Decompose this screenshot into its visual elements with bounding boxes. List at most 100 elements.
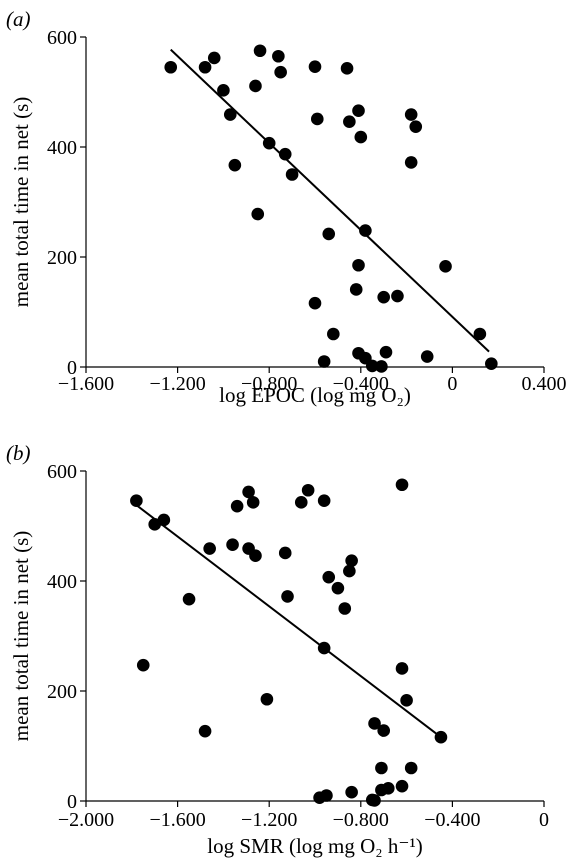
y-tick-label: 600	[47, 27, 77, 49]
data-point	[260, 692, 274, 706]
data-point	[320, 789, 333, 802]
data-point	[473, 327, 487, 341]
y-tick-label: 0	[67, 791, 77, 813]
data-point	[400, 694, 413, 707]
data-point	[301, 483, 315, 497]
data-point	[404, 108, 418, 121]
x-tick-label: −0.800	[333, 809, 389, 831]
data-point	[249, 549, 262, 562]
y-tick-label: 200	[47, 247, 77, 269]
x-tick-label: 0	[447, 373, 457, 395]
data-point	[230, 499, 244, 513]
data-point	[228, 158, 242, 172]
x-tick-label: −0.400	[424, 809, 480, 831]
data-point	[375, 761, 388, 775]
y-axis-label: mean total time in net (s)	[9, 531, 33, 742]
data-point	[375, 360, 388, 373]
regression-line	[170, 48, 490, 353]
data-point	[317, 494, 331, 508]
x-tick-label: 0.400	[522, 373, 567, 395]
data-point	[203, 542, 216, 555]
x-tick-label: −1.200	[149, 373, 205, 395]
data-point	[404, 156, 418, 169]
data-point	[136, 658, 150, 672]
data-point	[349, 283, 363, 296]
data-point	[338, 602, 352, 615]
data-point	[439, 260, 452, 273]
data-point	[198, 724, 212, 738]
data-point	[368, 717, 381, 730]
y-tick-label: 200	[47, 681, 77, 703]
data-point	[485, 357, 498, 371]
data-point	[345, 554, 358, 567]
data-point	[310, 112, 324, 126]
data-point	[352, 258, 365, 272]
data-point	[226, 538, 239, 551]
data-point	[395, 662, 409, 675]
x-tick-label: −2.000	[58, 809, 114, 831]
panel-label: (a)	[6, 7, 31, 31]
panel-label: (b)	[6, 441, 31, 465]
data-point	[207, 51, 221, 65]
x-axis-label: log EPOC (log mg O₂)	[219, 383, 411, 407]
data-point	[395, 779, 409, 793]
data-point	[182, 592, 196, 606]
data-point	[308, 60, 322, 73]
data-point	[340, 62, 354, 75]
data-point	[368, 794, 381, 807]
data-point	[404, 761, 418, 775]
data-point	[272, 49, 285, 63]
data-point	[331, 581, 345, 595]
data-point	[217, 84, 230, 97]
data-point	[354, 130, 368, 144]
data-point	[395, 478, 409, 492]
data-point	[352, 104, 365, 117]
data-point	[242, 485, 255, 499]
data-point	[317, 355, 331, 368]
data-point	[322, 227, 336, 241]
data-point	[130, 494, 143, 508]
data-point	[377, 724, 391, 737]
data-point	[308, 296, 322, 310]
data-point	[409, 120, 423, 133]
data-point	[359, 224, 372, 237]
data-point	[164, 60, 178, 74]
data-point	[345, 785, 358, 799]
data-point	[294, 496, 308, 509]
data-point	[420, 350, 434, 363]
data-point	[281, 590, 294, 603]
x-tick-label: −0.400	[333, 373, 389, 395]
chart-panel-1: 0 200 400 600 −1.600 −1.200 −0.800 −0.400 0 0.400…	[6, 7, 567, 407]
chart-panel-2: 0 200 400 600 −2.000 −1.600 −1.200 −0.800 −0.400…	[6, 441, 549, 858]
y-tick-label: 400	[47, 571, 77, 593]
data-point	[246, 496, 260, 509]
regression-line	[135, 504, 442, 738]
data-point	[157, 513, 171, 527]
x-tick-label: −1.600	[149, 809, 205, 831]
data-point	[249, 79, 262, 93]
data-point	[278, 546, 292, 560]
data-point	[253, 44, 267, 58]
data-point	[285, 168, 299, 181]
data-point	[327, 327, 340, 341]
data-point	[343, 564, 356, 578]
x-tick-label: 0	[539, 809, 549, 831]
y-tick-label: 0	[67, 357, 77, 379]
x-tick-label: −0.800	[241, 373, 297, 395]
data-point	[198, 60, 212, 74]
data-point	[223, 108, 237, 121]
data-point	[343, 115, 356, 128]
data-point	[274, 65, 287, 79]
x-tick-label: −1.200	[241, 809, 297, 831]
y-tick-label: 600	[47, 461, 77, 483]
data-point	[251, 207, 265, 221]
data-point	[381, 782, 395, 795]
data-point	[377, 290, 391, 304]
data-point	[379, 345, 393, 359]
y-tick-label: 400	[47, 137, 77, 159]
data-point	[365, 359, 379, 373]
data-point	[322, 570, 336, 584]
data-point	[278, 147, 292, 161]
y-axis-label: mean total time in net (s)	[9, 97, 33, 308]
x-axis-label: log SMR (log mg O₂ h⁻¹)	[207, 834, 422, 858]
